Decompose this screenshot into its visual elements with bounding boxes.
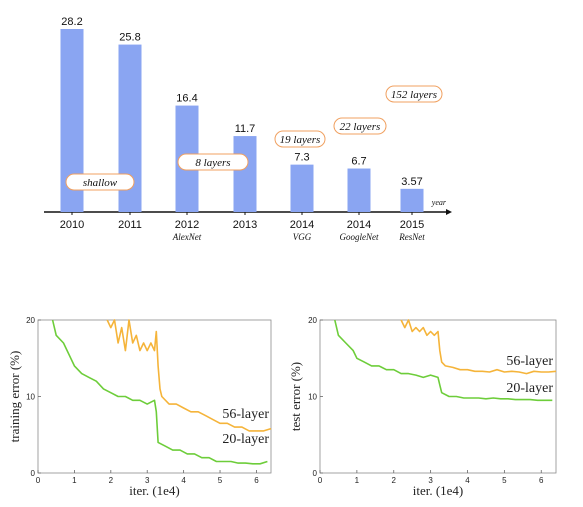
year-tick-label: 2010 (60, 219, 84, 231)
training-y-tick-label: 20 (26, 316, 35, 325)
layer-badge (385, 85, 443, 103)
year-tick-label: 2011 (118, 219, 142, 231)
test-x-tick-label: 5 (502, 476, 507, 485)
bar-value-label: 11.7 (235, 123, 256, 135)
test-series-line-20 (334, 319, 553, 402)
layer-badge-label: 8 layers (195, 157, 230, 169)
training-error-line-chart: 0 1 2 3 4 5 6 0 10 20 (26, 316, 272, 485)
test-error-line-chart: 0 1 2 3 4 5 6 0 10 20 (308, 316, 557, 485)
layer-badge-label: 152 layers (391, 89, 437, 101)
training-y-axis-label: training error (%) (7, 351, 22, 443)
training-x-tick-label: 0 (36, 476, 41, 485)
year-tick-label: 2014 (290, 219, 314, 231)
training-y-tick-label: 10 (26, 393, 35, 402)
bar (290, 164, 314, 212)
test-x-tick-label: 4 (465, 476, 470, 485)
test-x-tick-label: 2 (392, 476, 397, 485)
test-y-tick-label: 10 (308, 393, 317, 402)
test-x-tick-label: 0 (318, 476, 323, 485)
network-name-label: AlexNet (172, 232, 202, 242)
training-series-label-20: 20-layer (222, 432, 269, 447)
test-y-tick-label: 0 (313, 469, 318, 478)
test-x-tick-label: 3 (428, 476, 433, 485)
layer-badge-label: 19 layers (280, 134, 321, 146)
year-tick-label: 2012 (175, 219, 199, 231)
layer-badge-label: 22 layers (340, 121, 381, 133)
layer-badge (333, 117, 387, 135)
network-name-label: GoogleNet (340, 232, 379, 242)
bar-value-label: 7.3 (294, 152, 309, 164)
training-x-tick-label: 2 (109, 476, 114, 485)
bar-value-label: 6.7 (351, 156, 366, 168)
bar (118, 44, 142, 213)
year-tick-label: 2015 (400, 219, 424, 231)
bar (233, 136, 257, 212)
training-y-tick-label: 0 (31, 469, 36, 478)
test-y-axis-label: test error (%) (288, 362, 303, 431)
test-series-line-56 (400, 319, 557, 375)
test-x-tick-label: 6 (539, 476, 544, 485)
year-tick-label: 2014 (347, 219, 371, 231)
bar (400, 188, 424, 212)
layer-badge (274, 130, 326, 148)
test-series-label-20: 20-layer (506, 381, 553, 396)
training-series-line-56 (106, 319, 272, 432)
bar-value-label: 25.8 (119, 32, 140, 44)
training-x-axis-label: iter. (1e4) (129, 483, 180, 498)
training-series-line-20 (51, 319, 268, 465)
test-x-axis-label: iter. (1e4) (413, 483, 464, 498)
layer-badge (177, 153, 249, 171)
bar (60, 29, 84, 212)
training-x-tick-label: 3 (145, 476, 150, 485)
bar (347, 168, 371, 212)
x-axis-arrow-icon (446, 209, 452, 215)
training-x-tick-label: 1 (72, 476, 77, 485)
test-x-tick-label: 1 (355, 476, 360, 485)
training-x-tick-label: 5 (218, 476, 223, 485)
training-series-label-56: 56-layer (222, 407, 269, 422)
test-series-label-56: 56-layer (506, 354, 553, 369)
layer-badge-label: shallow (83, 177, 118, 189)
bar-value-label: 3.57 (401, 176, 422, 188)
network-name-label: ResNet (398, 232, 425, 242)
test-y-tick-label: 20 (308, 316, 317, 325)
training-x-tick-label: 4 (181, 476, 186, 485)
bar-value-label: 28.2 (61, 16, 82, 28)
bar-value-label: 16.4 (176, 93, 197, 105)
year-tick-label: 2013 (233, 219, 257, 231)
training-x-tick-label: 6 (254, 476, 259, 485)
test-plot-frame (319, 319, 557, 474)
bar-x-axis-label: year (431, 198, 447, 207)
network-name-label: VGG (293, 232, 312, 242)
layer-badge (65, 173, 135, 191)
